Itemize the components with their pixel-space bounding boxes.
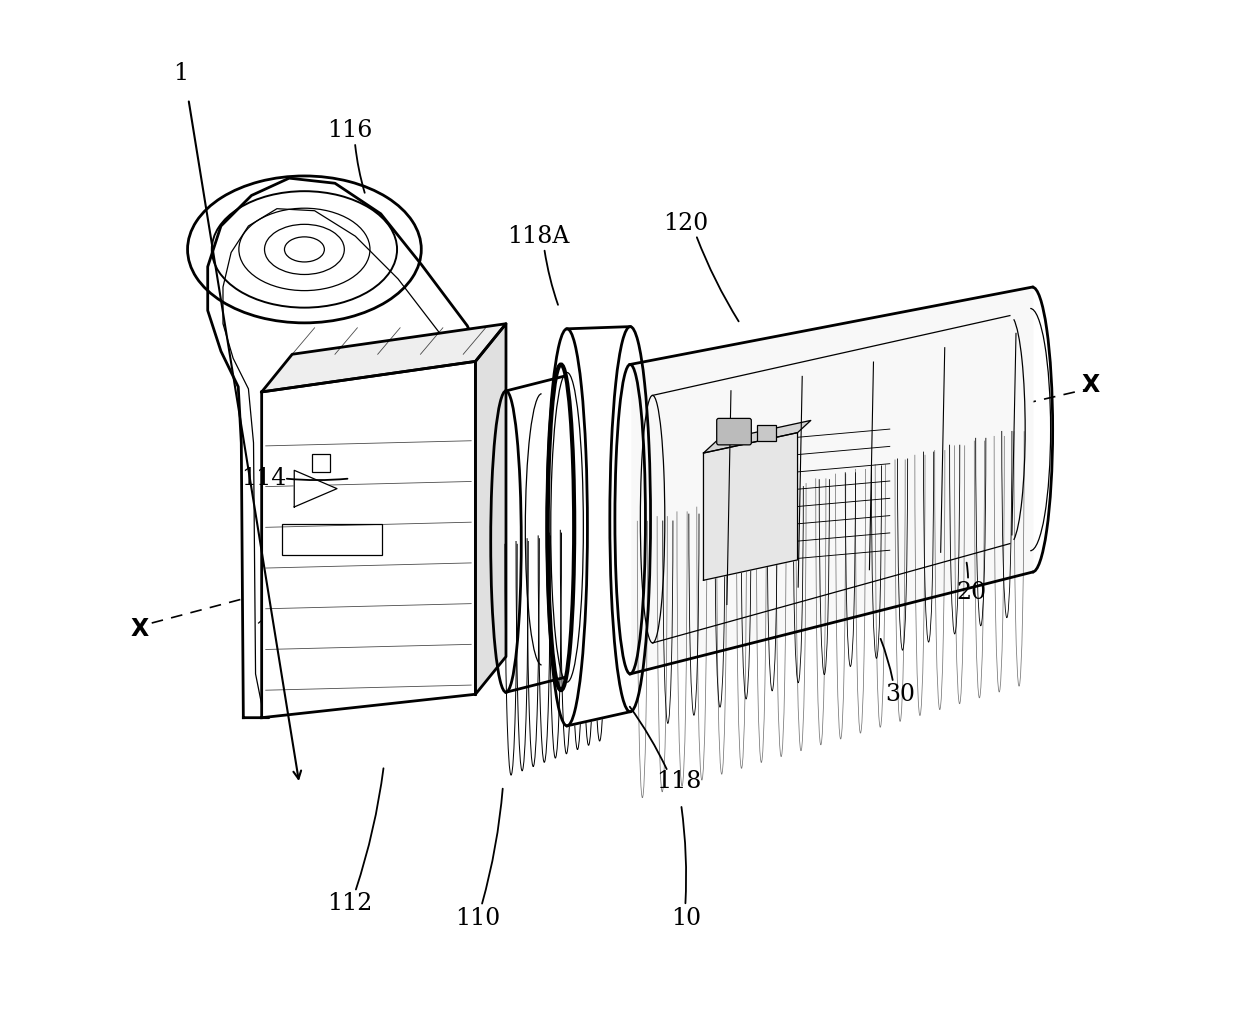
Text: 10: 10 <box>671 907 702 929</box>
Text: 30: 30 <box>885 683 915 705</box>
Polygon shape <box>294 470 337 507</box>
Polygon shape <box>703 420 811 453</box>
Bar <box>311 454 330 472</box>
Bar <box>758 425 776 441</box>
Polygon shape <box>262 324 506 392</box>
Text: X: X <box>130 617 149 641</box>
Text: 20: 20 <box>956 581 986 604</box>
Text: 120: 120 <box>663 213 709 235</box>
Text: 114: 114 <box>241 467 286 490</box>
Bar <box>281 524 382 555</box>
Text: 118A: 118A <box>507 225 569 247</box>
Polygon shape <box>262 361 475 718</box>
Text: 116: 116 <box>327 119 373 142</box>
FancyBboxPatch shape <box>717 418 751 445</box>
Text: 110: 110 <box>455 907 500 929</box>
Text: 112: 112 <box>327 893 373 915</box>
Text: X: X <box>1081 373 1100 397</box>
Text: 118: 118 <box>656 771 702 793</box>
Polygon shape <box>475 324 506 694</box>
Polygon shape <box>703 433 797 580</box>
Polygon shape <box>208 178 513 718</box>
Polygon shape <box>272 519 472 674</box>
Text: 1: 1 <box>172 62 187 84</box>
